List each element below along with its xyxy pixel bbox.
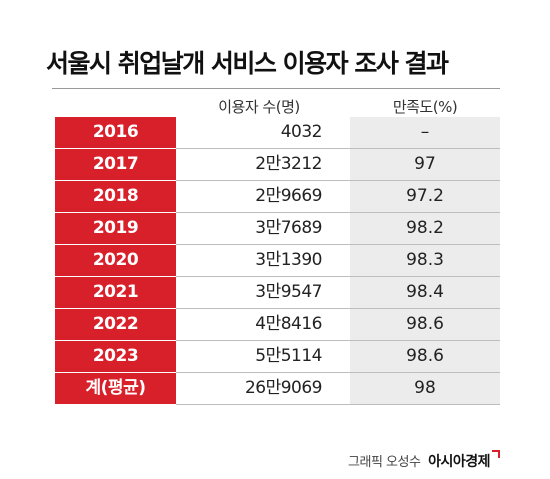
table-row: 2016 4032– — [55, 117, 500, 149]
users-value: 5만5114 — [176, 341, 350, 372]
row-label: 2020 — [55, 245, 176, 277]
table-row: 2023 5만5114 98.6 — [55, 341, 500, 373]
brand-mark-icon — [492, 450, 500, 458]
satisfaction-value: 97 — [350, 149, 500, 180]
table-row: 2022 4만8416 98.6 — [55, 309, 500, 341]
row-label: 2022 — [55, 309, 176, 341]
table-row: 계(평균) 26만9069 98 — [55, 373, 500, 405]
table-row: 2021 3만9547 98.4 — [55, 277, 500, 309]
satisfaction-value: 98.2 — [350, 213, 500, 244]
users-value: 4032 — [176, 117, 350, 148]
credit-line: 그래픽 오성수 아시아경제 — [348, 450, 500, 471]
row-label: 2016 — [55, 117, 176, 149]
column-header-users: 이용자 수(명) — [218, 98, 300, 116]
brand-name: 아시아경제 — [428, 454, 490, 470]
table-row: 2018 2만9669 97.2 — [55, 181, 500, 213]
column-header-satisfaction: 만족도(%) — [392, 98, 458, 116]
row-label: 2018 — [55, 181, 176, 213]
table-row: 2019 3만7689 98.2 — [55, 213, 500, 245]
title-divider — [52, 88, 500, 89]
satisfaction-value: 98 — [350, 373, 500, 404]
credit-text: 그래픽 오성수 — [348, 455, 421, 470]
table-row: 2017 2만3212 97 — [55, 149, 500, 181]
users-value: 26만9069 — [176, 373, 350, 404]
chart-title: 서울시 취업날개 서비스 이용자 조사 결과 — [46, 49, 449, 78]
users-value: 2만3212 — [176, 149, 350, 180]
row-label: 계(평균) — [55, 373, 176, 405]
users-value: 4만8416 — [176, 309, 350, 340]
satisfaction-value: 98.4 — [350, 277, 500, 308]
satisfaction-value: 98.6 — [350, 309, 500, 340]
table-row: 2020 3만1390 98.3 — [55, 245, 500, 277]
row-label: 2019 — [55, 213, 176, 245]
satisfaction-value: 98.3 — [350, 245, 500, 276]
row-label: 2017 — [55, 149, 176, 181]
satisfaction-value: 98.6 — [350, 341, 500, 372]
users-value: 3만9547 — [176, 277, 350, 308]
satisfaction-value: – — [350, 117, 500, 148]
users-value: 2만9669 — [176, 181, 350, 212]
users-value: 3만7689 — [176, 213, 350, 244]
row-label: 2021 — [55, 277, 176, 309]
row-label: 2023 — [55, 341, 176, 373]
results-table: 2016 4032–2017 2만3212 97 2018 2만9669 97.2 2019 3… — [55, 117, 500, 405]
users-value: 3만1390 — [176, 245, 350, 276]
satisfaction-value: 97.2 — [350, 181, 500, 212]
